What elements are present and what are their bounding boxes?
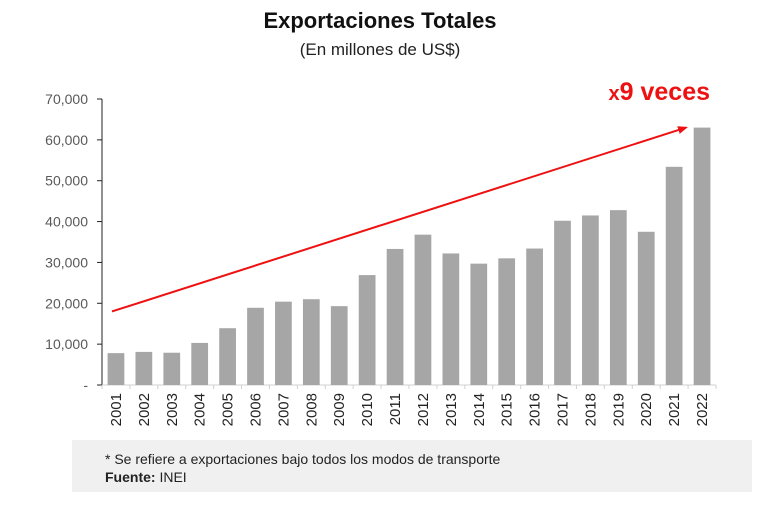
x-tick-label: 2011 [387,393,404,425]
x-tick-label: 2021 [666,393,683,426]
chart-subtitle: (En millones de US$) [299,40,461,59]
annotation-suffix: veces [633,78,710,106]
y-tick-label: 30,000 [45,254,88,270]
y-tick-label: 20,000 [45,295,88,311]
x-tick-label: 2009 [331,393,348,426]
bar-2003 [163,352,181,385]
chart-title: Exportaciones Totales [263,8,497,33]
y-tick-label: 40,000 [45,214,88,230]
x-tick-label: 2017 [555,393,572,426]
y-tick-label: 10,000 [45,336,88,352]
bar-2002 [135,351,153,385]
x-tick-label: 2019 [610,393,627,426]
x-tick-label: 2002 [136,393,153,426]
y-tick-label: - [83,377,88,393]
x-tick-label: 2014 [471,393,488,426]
x-tick-label: 2015 [499,393,516,426]
x-axis: 2001 2002 2003 2004 2005 2006 2007 2008 2009 2010… [101,384,717,426]
bar-2011 [386,248,404,385]
bar-2013 [442,253,460,385]
source-value: INEI [159,469,187,485]
annotation-number: 9 [619,78,634,106]
y-tick-label: 50,000 [45,173,88,189]
footnote-box: * Se refiere a exportaciones bajo todos … [72,440,752,492]
x-tick-label: 2018 [582,393,599,426]
bar-2022 [693,127,711,385]
x-tick-label: 2012 [415,393,432,426]
bar-2009 [330,306,348,385]
bar-2016 [526,248,543,385]
y-axis: - 10,000 20,000 30,000 40,000 50,000 60,000 70,… [45,91,103,393]
x-tick-label: 2016 [527,393,544,426]
bar-2012 [414,234,432,385]
bar-2015 [498,258,516,385]
bar-2006 [247,307,264,385]
bar-2020 [637,231,655,385]
y-tick-label: 70,000 [45,91,88,107]
x-tick-label: 2007 [275,393,292,426]
bar-2017 [554,220,571,385]
x-tick-label: 2006 [248,393,265,426]
footnote-note: * Se refiere a exportaciones bajo todos … [105,451,501,467]
bar-2019 [609,210,627,385]
growth-annotation: x9 veces [609,78,711,107]
bar-2021 [665,166,683,385]
bar-2001 [107,353,125,385]
x-tick-label: 2008 [303,393,320,426]
bar-2004 [191,342,209,385]
source-label: Fuente: [105,469,156,485]
x-tick-label: 2001 [108,393,125,426]
x-tick-label: 2004 [192,393,209,426]
bar-2005 [219,328,236,385]
x-tick-label: 2005 [220,393,237,426]
bar-2018 [582,215,599,385]
x-tick-label: 2003 [164,393,181,426]
bars [107,127,711,385]
growth-arrow [111,126,688,313]
y-tick-label: 60,000 [45,132,88,148]
bar-2010 [358,275,376,385]
growth-arrow-line [111,126,688,313]
bar-2008 [302,299,320,385]
bar-2007 [275,301,292,385]
bar-2014 [470,263,488,385]
x-tick-label: 2010 [359,393,376,426]
x-tick-label: 2022 [694,393,711,426]
x-tick-label: 2013 [443,393,460,426]
footnote-source: Fuente: INEI [105,469,187,485]
annotation-prefix: x [608,83,620,105]
x-tick-label: 2020 [638,393,655,426]
